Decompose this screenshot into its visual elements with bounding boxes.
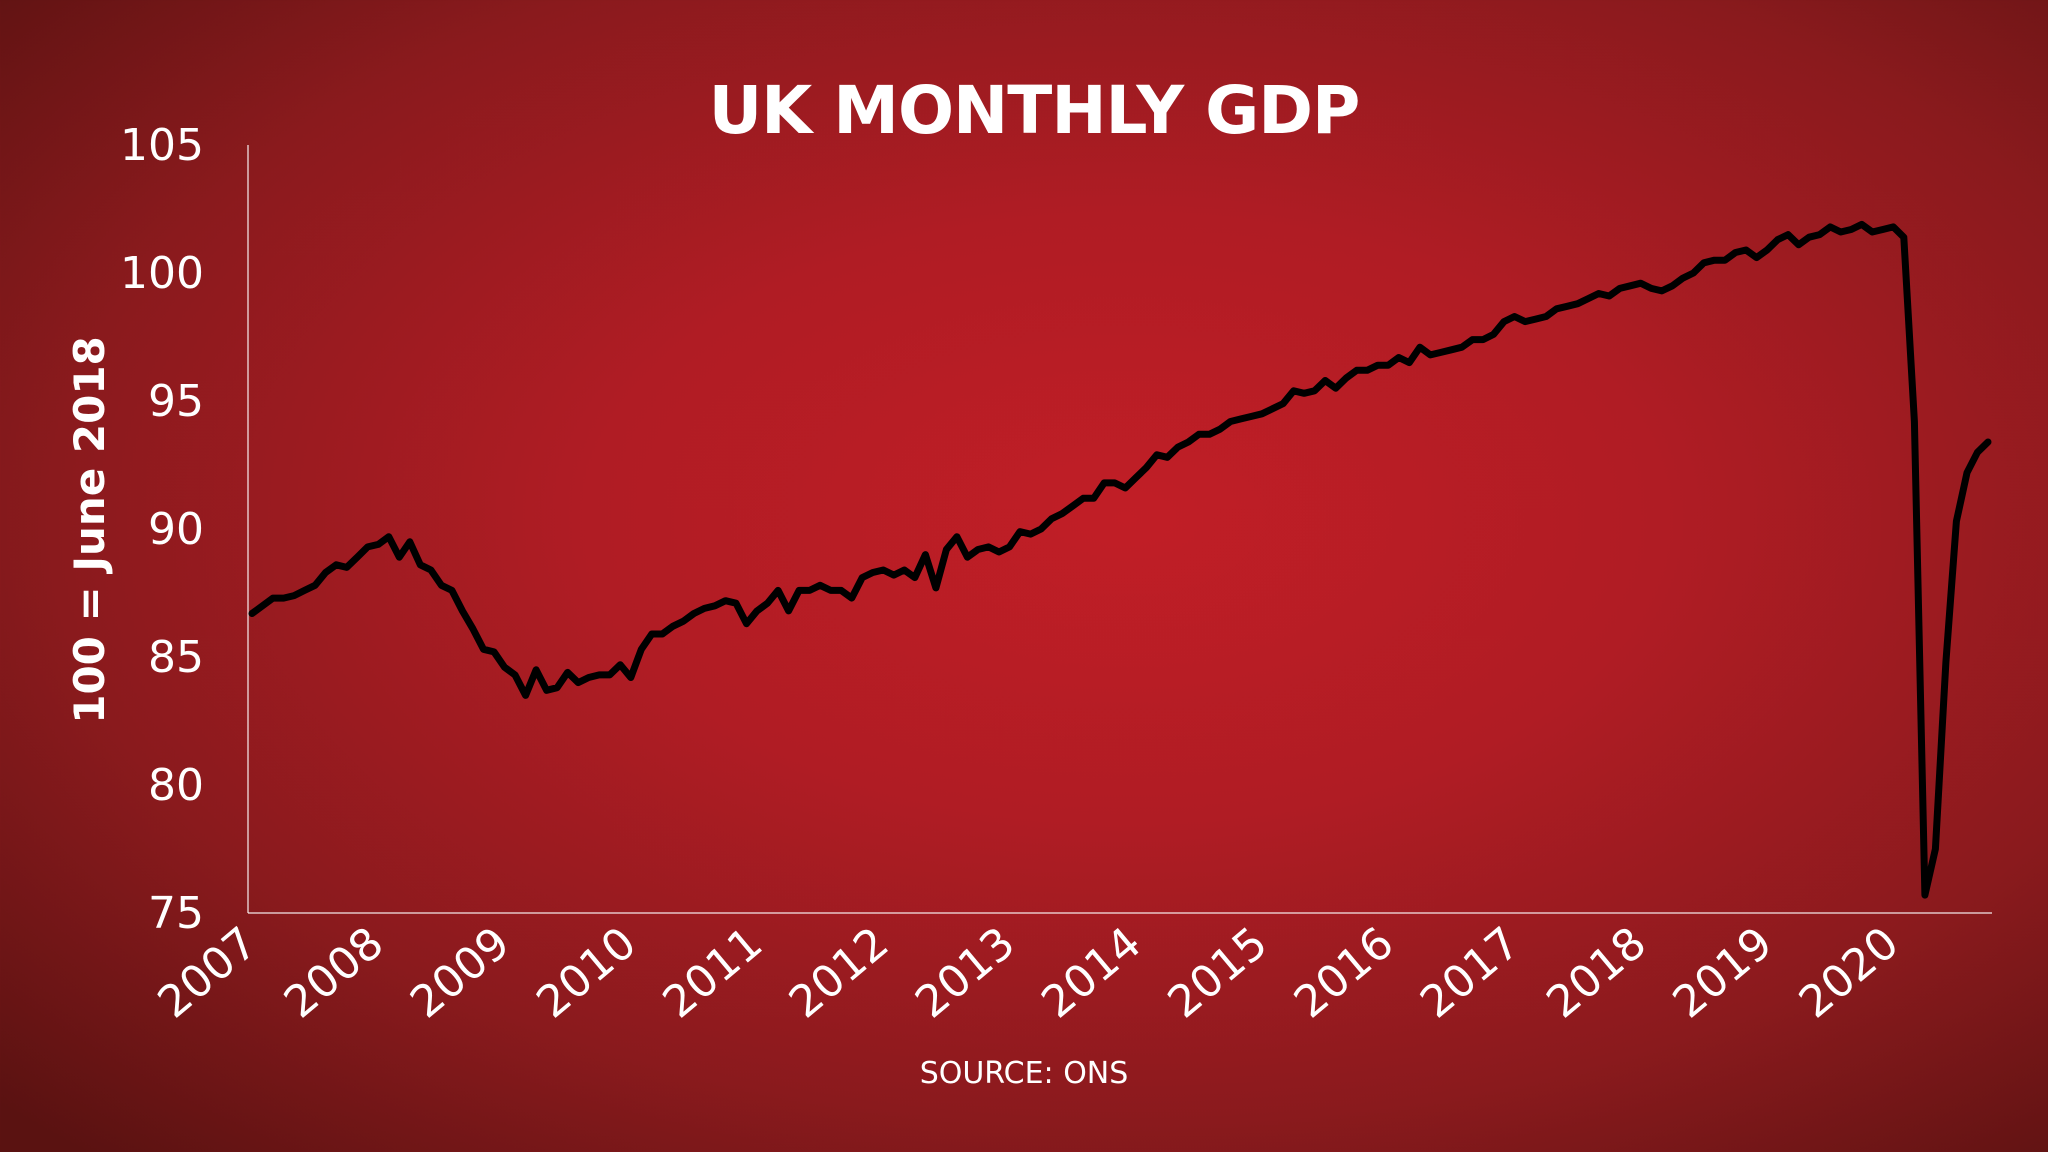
- x-tick-label: 2018: [1537, 917, 1656, 1028]
- y-tick-label: 100: [120, 248, 204, 299]
- x-tick-label: 2010: [527, 917, 646, 1028]
- x-tick-label: 2020: [1790, 917, 1909, 1028]
- axes: [247, 145, 1992, 914]
- y-tick-label: 85: [148, 632, 204, 683]
- x-tick-label: 2012: [780, 917, 899, 1028]
- x-tick-label: 2009: [401, 917, 520, 1028]
- x-tick-label: 2017: [1411, 917, 1530, 1028]
- y-tick-label: 75: [148, 888, 204, 939]
- x-tick-label: 2011: [654, 917, 773, 1028]
- y-axis-label: 100 = June 2018: [65, 336, 114, 724]
- x-tick-label: 2014: [1032, 917, 1151, 1028]
- y-tick-label: 90: [148, 504, 204, 555]
- y-tick-labels: 105 100 95 90 85 80 75: [120, 120, 204, 939]
- x-tick-labels: 2007 2008 2009 2010 2011 2012 2013 2014 2015 2016…: [149, 917, 1909, 1028]
- y-tick-label: 95: [148, 376, 204, 427]
- chart-title: UK MONTHLY GDP: [708, 72, 1361, 149]
- x-tick-label: 2015: [1159, 917, 1278, 1028]
- x-tick-label: 2016: [1285, 917, 1404, 1028]
- gdp-series-line: [248, 220, 1992, 899]
- x-tick-label: 2008: [275, 917, 394, 1028]
- series-group: [248, 220, 1992, 899]
- y-tick-label: 80: [148, 760, 204, 811]
- x-tick-label: 2019: [1664, 917, 1783, 1028]
- source-note: SOURCE: ONS: [919, 1056, 1129, 1091]
- x-tick-label: 2013: [906, 917, 1025, 1028]
- y-tick-label: 105: [120, 120, 204, 171]
